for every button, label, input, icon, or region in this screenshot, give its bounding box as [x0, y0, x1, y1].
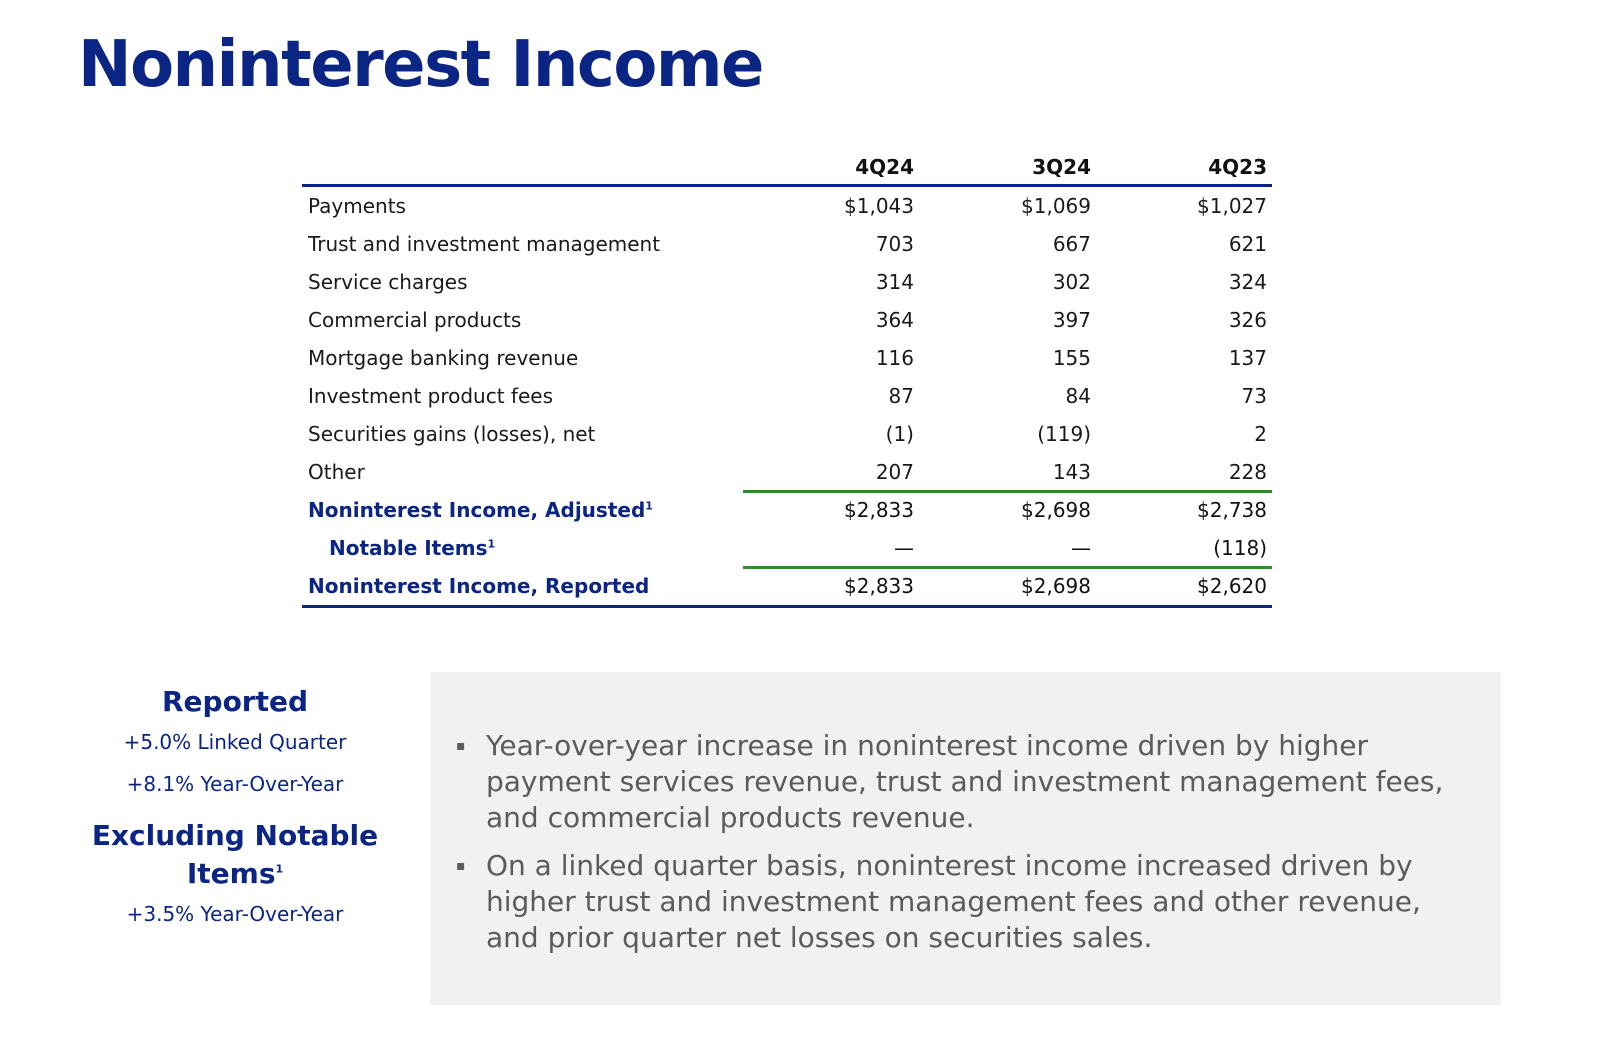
table-row: Service charges 314 302 324 — [302, 263, 1272, 301]
table-row: Commercial products 364 397 326 — [302, 301, 1272, 339]
row-label: Other — [308, 460, 365, 484]
cell-value: 324 — [1228, 270, 1267, 294]
cell-value: $2,738 — [1197, 498, 1267, 522]
cell-value: 228 — [1228, 460, 1267, 484]
cell-value: $2,620 — [1197, 574, 1267, 598]
row-label: Investment product fees — [308, 384, 553, 408]
cell-value: 364 — [875, 308, 914, 332]
row-label: Service charges — [308, 270, 468, 294]
row-label: Noninterest Income, Adjusted1 — [308, 498, 653, 522]
commentary-box: ▪ Year-over-year increase in noninterest… — [430, 672, 1501, 1005]
excluding-yoy-stat: +3.5% Year-Over-Year — [126, 902, 344, 926]
cell-value: $2,698 — [1021, 498, 1091, 522]
reported-total-row: Noninterest Income, Reported $2,833 $2,6… — [302, 566, 1272, 608]
row-label: Payments — [308, 194, 406, 218]
square-bullet-icon: ▪ — [456, 858, 466, 874]
cell-value: 314 — [875, 270, 914, 294]
excluding-notable-heading-line2: Items1 — [186, 857, 284, 890]
page-title: Noninterest Income — [78, 28, 764, 102]
cell-value: 326 — [1228, 308, 1267, 332]
column-header: 3Q24 — [1032, 155, 1091, 179]
growth-stats-panel: Reported +5.0% Linked Quarter +8.1% Year… — [80, 683, 390, 935]
footnote-marker: 1 — [275, 862, 284, 876]
row-label: Trust and investment management — [308, 232, 661, 256]
cell-value: $2,833 — [844, 498, 914, 522]
table-row: Securities gains (losses), net (1) (119)… — [302, 415, 1272, 453]
cell-value: 703 — [875, 232, 914, 256]
cell-value: — — [894, 536, 914, 560]
notable-items-row: Notable Items1 — — (118) — [302, 529, 1272, 567]
bullet-text: Year-over-year increase in noninterest i… — [486, 729, 1444, 834]
row-label: Noninterest Income, Reported — [308, 574, 650, 598]
noninterest-income-table: 4Q24 3Q24 4Q23 Payments $1,043 $1,069 $1… — [302, 148, 1272, 608]
cell-value: 116 — [875, 346, 914, 370]
cell-value: (118) — [1213, 536, 1267, 560]
cell-value: 621 — [1228, 232, 1267, 256]
column-header: 4Q23 — [1208, 155, 1267, 179]
list-item: ▪ Year-over-year increase in noninterest… — [456, 728, 1476, 836]
linked-quarter-stat: +5.0% Linked Quarter — [123, 730, 347, 754]
table-row: Payments $1,043 $1,069 $1,027 — [302, 187, 1272, 225]
cell-value: 397 — [1052, 308, 1091, 332]
cell-value: (1) — [885, 422, 914, 446]
footnote-marker: 1 — [645, 499, 653, 513]
cell-value: $2,833 — [844, 574, 914, 598]
cell-value: — — [1071, 536, 1091, 560]
row-label: Mortgage banking revenue — [308, 346, 579, 370]
cell-value: 137 — [1228, 346, 1267, 370]
reported-heading: Reported — [161, 685, 309, 718]
table-header-row: 4Q24 3Q24 4Q23 — [302, 148, 1272, 187]
table-row: Trust and investment management 703 667 … — [302, 225, 1272, 263]
commentary-list: ▪ Year-over-year increase in noninterest… — [456, 728, 1476, 968]
column-header: 4Q24 — [855, 155, 914, 179]
cell-value: 73 — [1241, 384, 1267, 408]
cell-value: 302 — [1052, 270, 1091, 294]
cell-value: $2,698 — [1021, 574, 1091, 598]
cell-value: 2 — [1254, 422, 1267, 446]
cell-value: 87 — [888, 384, 914, 408]
cell-value: 667 — [1052, 232, 1091, 256]
cell-value: 143 — [1052, 460, 1091, 484]
row-label: Securities gains (losses), net — [308, 422, 596, 446]
cell-value: $1,027 — [1197, 194, 1267, 218]
row-label: Commercial products — [308, 308, 522, 332]
table-row: Investment product fees 87 84 73 — [302, 377, 1272, 415]
bullet-text: On a linked quarter basis, noninterest i… — [486, 849, 1421, 954]
cell-value: $1,069 — [1021, 194, 1091, 218]
row-label: Notable Items1 — [329, 536, 496, 560]
cell-value: (119) — [1037, 422, 1091, 446]
table-row: Mortgage banking revenue 116 155 137 — [302, 339, 1272, 377]
square-bullet-icon: ▪ — [456, 738, 466, 754]
cell-value: 207 — [875, 460, 914, 484]
cell-value: $1,043 — [844, 194, 914, 218]
list-item: ▪ On a linked quarter basis, noninterest… — [456, 848, 1476, 956]
footnote-marker: 1 — [487, 537, 496, 551]
yoy-stat: +8.1% Year-Over-Year — [126, 772, 344, 796]
table-row: Other 207 143 228 — [302, 453, 1272, 491]
excluding-notable-heading: Excluding Notable — [91, 819, 379, 852]
cell-value: 84 — [1065, 384, 1091, 408]
adjusted-total-row: Noninterest Income, Adjusted1 $2,833 $2,… — [302, 490, 1272, 529]
cell-value: 155 — [1052, 346, 1091, 370]
